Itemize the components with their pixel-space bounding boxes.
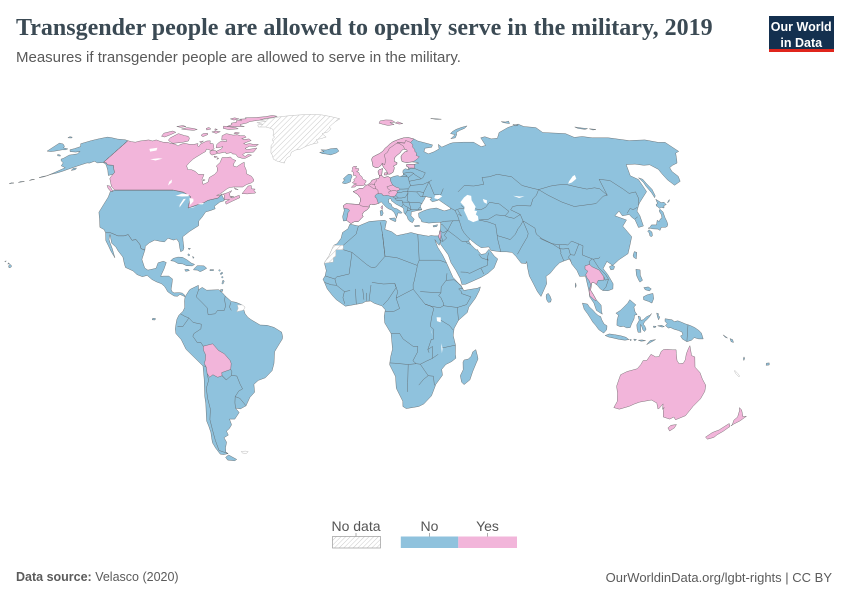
svg-text:No data: No data — [331, 518, 380, 534]
svg-text:No: No — [421, 518, 439, 534]
svg-text:Yes: Yes — [476, 518, 499, 534]
